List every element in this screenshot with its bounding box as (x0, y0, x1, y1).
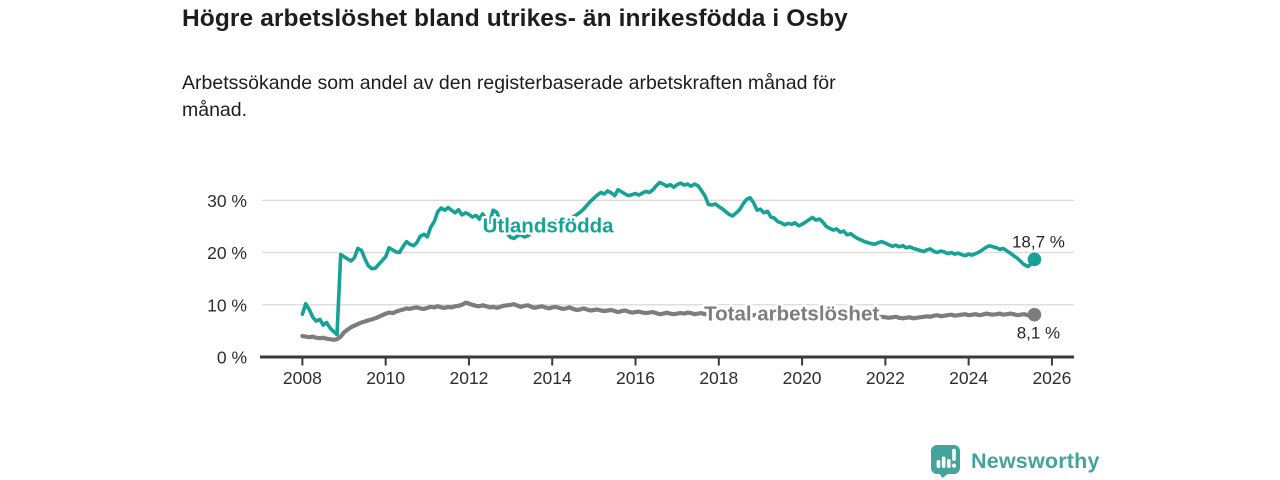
end-value-label-total-arbetsloshet: 8,1 % (1017, 324, 1060, 343)
y-tick-label-10: 10 % (207, 295, 247, 315)
brand-name: Newsworthy (971, 448, 1100, 473)
y-tick-label-30: 30 % (207, 191, 247, 211)
series-label-utlandsfodda: Utlandsfödda (483, 214, 615, 237)
series-line-utlandsfodda (300, 180, 1037, 337)
page-subtitle-line-1: Arbetssökande som andel av den registerb… (182, 72, 836, 94)
newsworthy-logo-icon (931, 445, 960, 478)
brand-link[interactable]: Newsworthy (930, 444, 1100, 478)
series-end-dot-utlandsfodda (1027, 252, 1042, 267)
series-end-dot-total-arbetsloshet (1027, 307, 1042, 322)
x-tick-label-2012: 2012 (449, 368, 488, 388)
x-tick-label-2018: 2018 (699, 368, 738, 388)
y-tick-label-20: 20 % (207, 243, 247, 263)
x-tick-label-2014: 2014 (533, 368, 572, 388)
x-tick-label-2020: 2020 (783, 368, 822, 388)
x-tick-label-2024: 2024 (949, 368, 988, 388)
series-label-total-arbetsloshet: Total arbetslöshet (704, 303, 879, 326)
series-line-total-arbetsloshet (300, 300, 1037, 342)
x-tick-label-2022: 2022 (866, 368, 905, 388)
x-tick-label-2008: 2008 (283, 368, 322, 388)
page-subtitle-line-2: månad. (182, 98, 248, 121)
end-value-label-utlandsfodda: 18,7 % (1012, 232, 1065, 251)
page-title: Högre arbetslöshet bland utrikes- än inr… (182, 5, 848, 32)
x-tick-label-2010: 2010 (366, 368, 405, 388)
x-tick-label-2016: 2016 (616, 368, 655, 388)
y-tick-label-0: 0 % (217, 348, 247, 368)
page-subtitle: Arbetssökande som andel av den registerb… (182, 70, 1042, 123)
x-tick-label-2026: 2026 (1032, 368, 1071, 388)
